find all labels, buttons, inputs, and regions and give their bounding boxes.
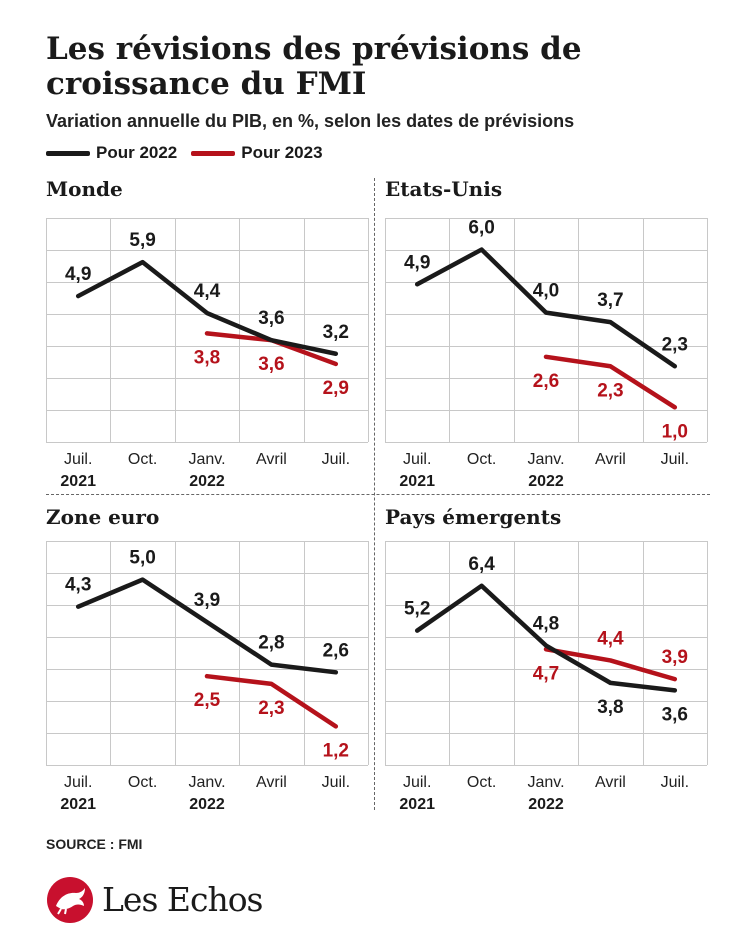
series-line-2022 [75,577,339,675]
x-year-label: 2022 [528,796,564,813]
data-label-2022: 4,0 [533,281,559,302]
les-echos-logo: Les Echos [46,876,263,924]
data-label-2023: 2,9 [323,378,349,399]
legend: Pour 2022 Pour 2023 [46,142,337,164]
data-label-2022: 2,6 [323,640,349,661]
x-tick-label: Avril [256,451,287,468]
series-line-2023 [543,647,678,682]
series-line-2022 [414,583,678,693]
data-label-2022: 6,4 [468,554,495,575]
data-label-2022: 4,9 [404,252,430,273]
data-label-2022: 5,2 [404,599,430,620]
legend-item-2023: Pour 2023 [191,143,323,163]
data-label-2022: 4,3 [65,575,91,596]
data-label-2022: 4,9 [65,264,91,285]
x-year-label: 2021 [399,796,435,813]
x-tick-label: Avril [595,774,626,791]
x-tick-label: Juil. [64,774,92,791]
data-label-2023: 3,9 [662,647,688,668]
data-label-2023: 2,3 [258,698,284,719]
legend-label-2023: Pour 2023 [241,143,323,162]
x-tick-label: Juil. [64,451,92,468]
chart-zone-euro: Juil. 2021 Oct. Janv. 2022 Avril Juil. 4,3 5,0 3,… [46,541,369,813]
data-label-2022: 5,9 [129,230,155,251]
source-note: SOURCE : FMI [46,836,143,852]
grid [385,541,708,766]
series-line-2022 [414,247,678,369]
logo-text: Les Echos [102,880,263,919]
panel-divider-horizontal [46,494,710,495]
x-tick-label: Avril [256,774,287,791]
data-label-2023: 4,7 [533,663,559,684]
x-tick-label: Oct. [467,451,496,468]
x-year-label: 2022 [189,473,225,490]
x-tick-label: Juil. [322,451,350,468]
data-label-2022: 4,8 [533,614,559,635]
chart-title: Les révisions des prévisions de croissan… [46,31,582,102]
data-label-2022: 2,8 [258,633,284,654]
chart-etats-unis: Juil. 2021 Oct. Janv. 2022 Avril Juil. 4,9 6,0 4,… [385,218,708,490]
data-label-2023: 2,5 [194,690,221,711]
x-tick-label: Juil. [403,451,431,468]
data-label-2022: 3,7 [597,290,623,311]
panel-title-etats-unis: Etats-Unis [385,177,503,201]
x-year-label: 2022 [189,796,225,813]
data-label-2022: 2,3 [662,334,688,355]
x-year-label: 2021 [60,796,96,813]
data-label-2023: 2,6 [533,371,559,392]
data-label-2022: 5,0 [129,548,155,569]
panel-title-monde: Monde [46,177,123,201]
x-tick-label: Oct. [128,774,157,791]
x-tick-label: Janv. [527,774,564,791]
x-year-label: 2021 [60,473,96,490]
panel-title-zone-euro: Zone euro [46,505,160,529]
x-year-label: 2021 [399,473,435,490]
x-tick-label: Juil. [661,774,689,791]
data-label-2022: 3,2 [323,322,349,343]
legend-label-2022: Pour 2022 [96,143,178,162]
data-label-2023: 1,2 [323,740,349,761]
series-line-2022 [75,259,339,357]
x-tick-label: Oct. [128,451,157,468]
rooster-icon [47,877,93,923]
x-tick-label: Juil. [322,774,350,791]
data-label-2022: 3,8 [597,697,623,718]
x-tick-label: Janv. [188,451,225,468]
data-label-2022: 4,4 [194,281,221,302]
data-label-2023: 2,3 [597,380,623,401]
x-year-label: 2022 [528,473,564,490]
data-label-2023: 3,8 [194,347,220,368]
grid [46,541,369,766]
series-line-2023 [204,673,339,729]
data-label-2022: 3,6 [662,704,688,725]
grid [46,218,369,443]
grid [385,218,708,443]
series-line-2023 [543,354,678,410]
legend-swatch-2023 [191,150,236,156]
data-label-2022: 3,6 [258,308,284,329]
x-tick-label: Janv. [188,774,225,791]
chart-subtitle: Variation annuelle du PIB, en %, selon l… [46,111,575,131]
chart-monde: Juil. 2021 Oct. Janv. 2022 Avril Juil. 4,9 5,9 4,… [46,218,369,490]
panel-title-pays-emergents: Pays émergents [385,505,562,529]
x-tick-label: Juil. [403,774,431,791]
data-label-2023: 4,4 [597,628,624,649]
chart-pays-emergents: Juil. 2021 Oct. Janv. 2022 Avril Juil. 5,2 6,4 4,… [385,541,708,813]
data-label-2023: 3,6 [258,354,284,375]
data-label-2022: 6,0 [468,218,494,239]
x-tick-label: Oct. [467,774,496,791]
x-tick-label: Janv. [527,451,564,468]
x-tick-label: Avril [595,451,626,468]
data-label-2023: 1,0 [662,421,688,442]
data-label-2022: 3,9 [194,590,220,611]
legend-item-2022: Pour 2022 [46,143,177,163]
legend-swatch-2022 [46,150,90,156]
x-tick-label: Juil. [661,451,689,468]
